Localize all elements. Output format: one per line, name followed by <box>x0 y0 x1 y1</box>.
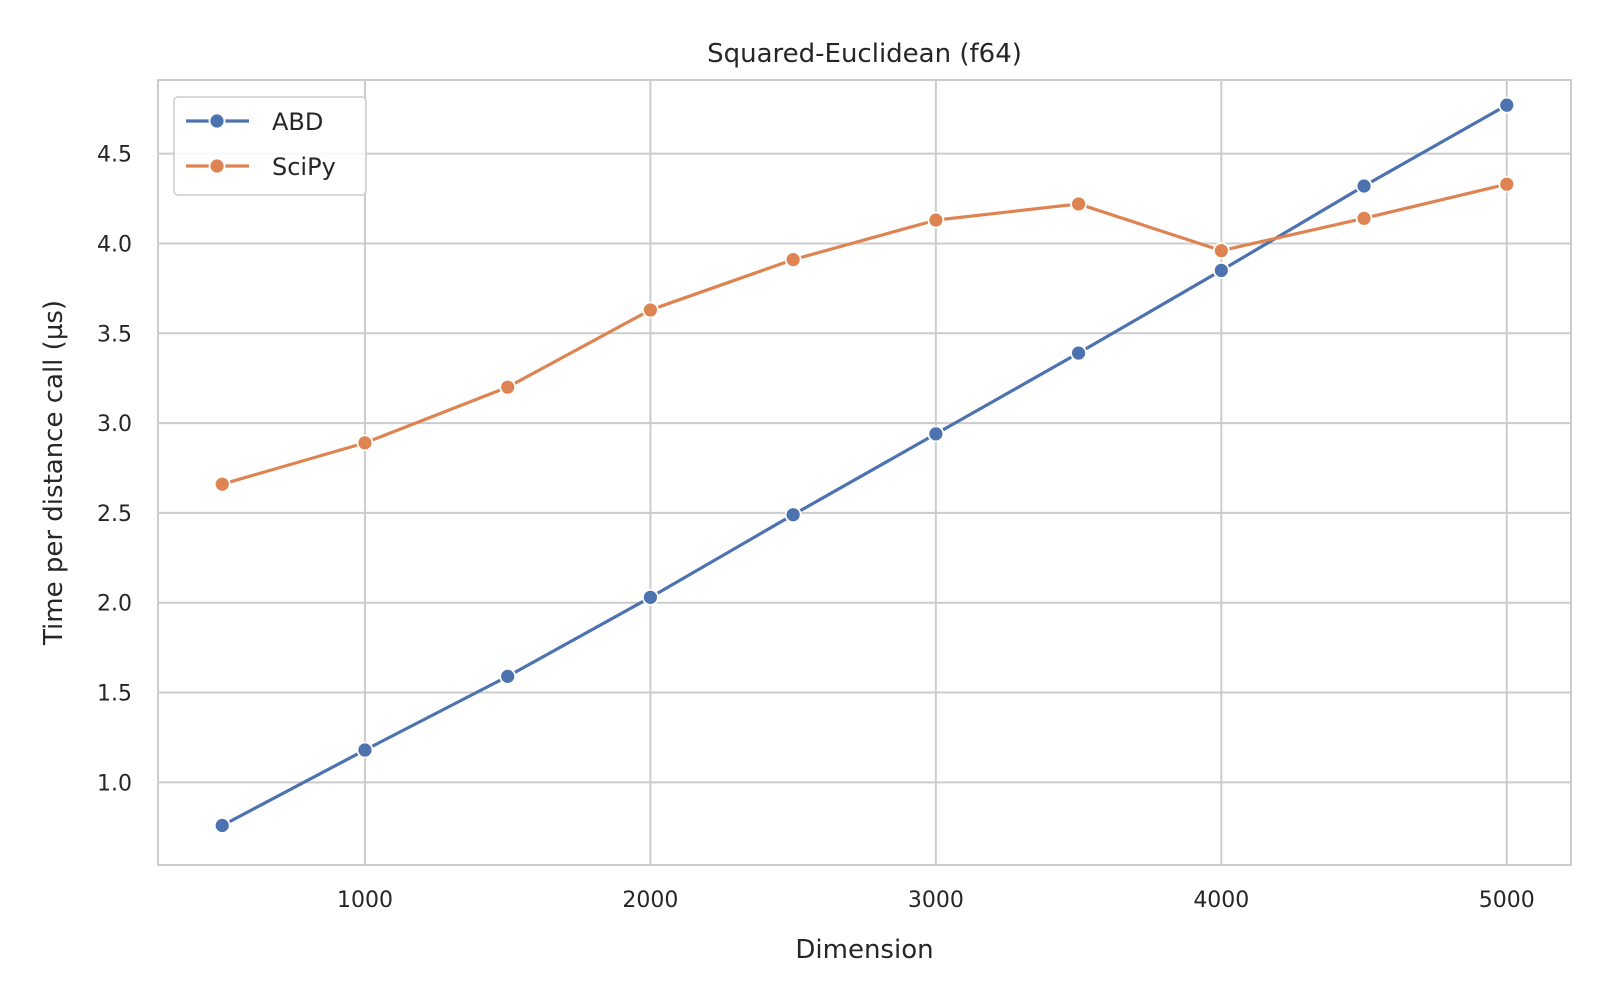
data-point <box>1212 242 1230 260</box>
legend-box <box>173 96 367 196</box>
grid-lines <box>158 80 1571 865</box>
x-tick-label: 3000 <box>908 888 964 913</box>
legend-label: SciPy <box>272 153 336 181</box>
data-point <box>927 211 945 229</box>
data-point <box>1212 262 1230 279</box>
data-point <box>1355 209 1373 227</box>
y-tick-label: 2.0 <box>97 592 132 617</box>
data-point <box>927 425 945 443</box>
y-tick-label: 4.0 <box>97 232 132 257</box>
plot-area-frame <box>157 79 1572 866</box>
data-point <box>356 741 374 759</box>
x-tick-label: 2000 <box>622 888 678 913</box>
data-point <box>213 475 231 493</box>
series-abd <box>213 96 1516 834</box>
y-tick-label: 3.5 <box>97 322 132 347</box>
y-axis-ticks: 1.0 1.5 2.0 2.5 3.0 3.5 4.0 4.5 <box>97 143 132 797</box>
data-point <box>784 506 802 524</box>
data-point <box>499 667 517 685</box>
chart-title: Squared-Euclidean (f64) <box>707 39 1022 69</box>
x-tick-label: 1000 <box>337 888 393 913</box>
data-point <box>1498 175 1516 193</box>
x-tick-label: 5000 <box>1479 888 1535 913</box>
y-tick-label: 2.5 <box>97 502 132 527</box>
x-axis-ticks: 1000 2000 3000 4000 5000 <box>337 888 1535 913</box>
legend-item: SciPy <box>186 153 336 181</box>
y-tick-label: 4.5 <box>97 143 132 168</box>
data-point <box>356 434 374 452</box>
x-axis-label: Dimension <box>795 935 933 965</box>
data-point <box>642 301 659 319</box>
legend-marker <box>208 157 226 175</box>
series-scipy <box>213 175 1516 493</box>
data-point <box>1355 177 1373 195</box>
data-point <box>1498 96 1516 114</box>
data-point <box>1070 344 1087 362</box>
y-axis-label: Time per distance call (µs) <box>39 300 69 646</box>
series-line <box>221 182 1508 486</box>
x-tick-label: 4000 <box>1193 888 1249 913</box>
data-point <box>213 817 231 834</box>
y-tick-label: 1.0 <box>97 771 132 796</box>
y-tick-label: 1.5 <box>97 682 132 707</box>
legend: ABD SciPy <box>173 96 367 196</box>
data-point <box>642 588 659 606</box>
data-point <box>1070 195 1087 213</box>
legend-marker <box>208 112 226 130</box>
legend-label: ABD <box>272 108 323 136</box>
data-point <box>784 251 802 269</box>
series-layer <box>213 96 1516 834</box>
data-point <box>499 378 517 396</box>
legend-item: ABD <box>186 108 323 136</box>
y-tick-label: 3.0 <box>97 412 132 437</box>
series-line <box>221 103 1508 827</box>
